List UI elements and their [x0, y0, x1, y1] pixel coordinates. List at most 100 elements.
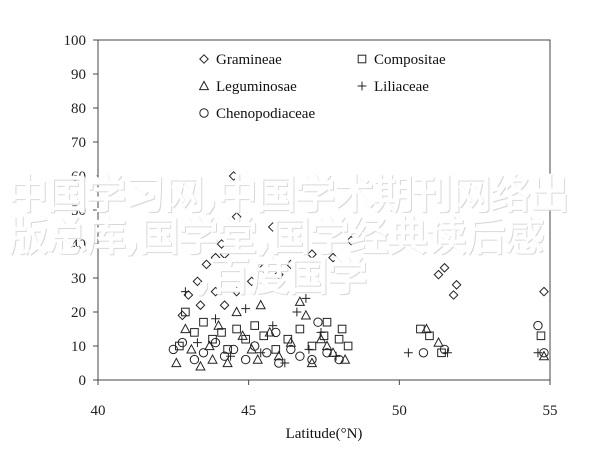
point-compositae — [190, 328, 199, 337]
point-chenopodiaceae — [271, 327, 281, 338]
point-gramineae — [307, 249, 317, 260]
point-compositae — [217, 328, 226, 337]
y-tick-label: 70 — [71, 135, 86, 151]
point-gramineae — [192, 276, 203, 287]
point-leguminosae — [421, 323, 432, 334]
legend-label-chenopodiaceae: Chenopodiaceae — [216, 106, 315, 122]
point-leguminosae — [171, 357, 182, 368]
y-tick-label: 0 — [79, 373, 87, 389]
x-tick-label: 55 — [543, 403, 558, 419]
legend-marker-leguminosae — [198, 80, 210, 91]
point-liliaceae — [316, 328, 326, 337]
y-axis: 0 10 20 30 40 50 60 70 80 90 100 — [64, 33, 98, 389]
point-gramineae — [267, 222, 278, 232]
point-leguminosae — [246, 343, 257, 354]
point-chenopodiaceae — [418, 348, 429, 358]
point-gramineae — [210, 286, 221, 297]
y-tick-label: 10 — [71, 339, 86, 355]
point-compositae — [425, 331, 434, 341]
point-leguminosae — [231, 306, 242, 317]
point-chenopodiaceae — [539, 348, 549, 358]
point-liliaceae — [226, 351, 235, 361]
legend-label-gramineae: Gramineae — [216, 52, 282, 68]
x-axis-title: Latitude(°N) — [286, 426, 363, 442]
point-leguminosae — [213, 319, 224, 330]
point-leguminosae — [315, 333, 327, 344]
legend: Gramineae Compositae Leguminosae Liliaceae C… — [198, 52, 446, 122]
y-tick-label: 80 — [71, 101, 86, 117]
point-liliaceae — [211, 314, 220, 324]
legend-marker-liliaceae — [357, 81, 367, 91]
watermark-line-3: ,百度国学 — [196, 254, 367, 300]
point-chenopodiaceae — [313, 317, 323, 327]
point-compositae — [536, 331, 546, 341]
y-tick-label: 50 — [71, 203, 86, 219]
point-gramineae — [231, 286, 242, 297]
point-gramineae — [258, 262, 269, 273]
point-compositae — [337, 324, 347, 334]
point-gramineae — [439, 262, 450, 273]
watermark-line-2: 版总库,国学堂,国学经典读后感 — [8, 214, 544, 260]
point-leguminosae — [273, 350, 285, 361]
legend-marker-chenopodiaceae — [199, 108, 209, 118]
legend-label-liliaceae: Liliaceae — [374, 79, 429, 95]
y-tick-label: 60 — [71, 169, 86, 185]
point-leguminosae — [180, 323, 191, 334]
point-compositae — [334, 334, 344, 344]
point-gramineae — [177, 310, 188, 321]
point-chenopodiaceae — [307, 354, 317, 365]
y-tick-label: 90 — [71, 67, 86, 83]
point-liliaceae — [533, 348, 543, 358]
point-gramineae — [328, 252, 338, 263]
point-chenopodiaceae — [189, 354, 200, 365]
point-leguminosae — [255, 299, 266, 310]
point-chenopodiaceae — [286, 344, 296, 355]
point-liliaceae — [403, 348, 413, 358]
point-chenopodiaceae — [533, 320, 543, 331]
point-gramineae — [433, 269, 444, 280]
point-gramineae — [273, 269, 284, 280]
point-gramineae — [195, 300, 206, 311]
point-gramineae — [346, 235, 357, 246]
y-tick-label: 40 — [71, 237, 86, 253]
x-tick-label: 45 — [241, 403, 256, 419]
point-chenopodiaceae — [334, 354, 344, 365]
point-leguminosae — [300, 309, 312, 320]
point-liliaceae — [268, 321, 278, 330]
point-chenopodiaceae — [228, 344, 239, 355]
point-chenopodiaceae — [295, 351, 305, 361]
point-leguminosae — [252, 353, 263, 364]
point-liliaceae — [180, 287, 190, 296]
point-chenopodiaceae — [240, 354, 251, 365]
point-gramineae — [228, 171, 239, 181]
point-leguminosae — [285, 336, 297, 347]
point-liliaceae — [256, 348, 266, 358]
point-gramineae — [219, 249, 230, 260]
y-tick-label: 20 — [71, 305, 86, 321]
point-liliaceae — [280, 358, 290, 368]
legend-label-leguminosae: Leguminosae — [216, 79, 297, 95]
point-compositae — [295, 324, 305, 334]
legend-label-compositae: Compositae — [374, 52, 446, 68]
point-gramineae — [451, 279, 462, 290]
point-gramineae — [219, 300, 230, 311]
point-compositae — [199, 317, 208, 327]
point-leguminosae — [306, 357, 318, 368]
point-chenopodiaceae — [198, 348, 209, 358]
point-leguminosae — [204, 340, 215, 351]
point-compositae — [208, 334, 217, 344]
y-tick-label: 30 — [71, 271, 86, 287]
x-tick-label: 50 — [392, 403, 407, 419]
point-leguminosae — [538, 350, 550, 361]
point-leguminosae — [207, 353, 218, 364]
point-liliaceae — [193, 338, 202, 347]
point-chenopodiaceae — [219, 351, 230, 361]
point-leguminosae — [294, 296, 306, 306]
point-compositae — [343, 341, 353, 351]
point-leguminosae — [186, 343, 197, 354]
point-leguminosae — [195, 360, 206, 371]
point-leguminosae — [237, 330, 248, 340]
point-compositae — [250, 321, 259, 330]
point-gramineae — [210, 252, 221, 263]
